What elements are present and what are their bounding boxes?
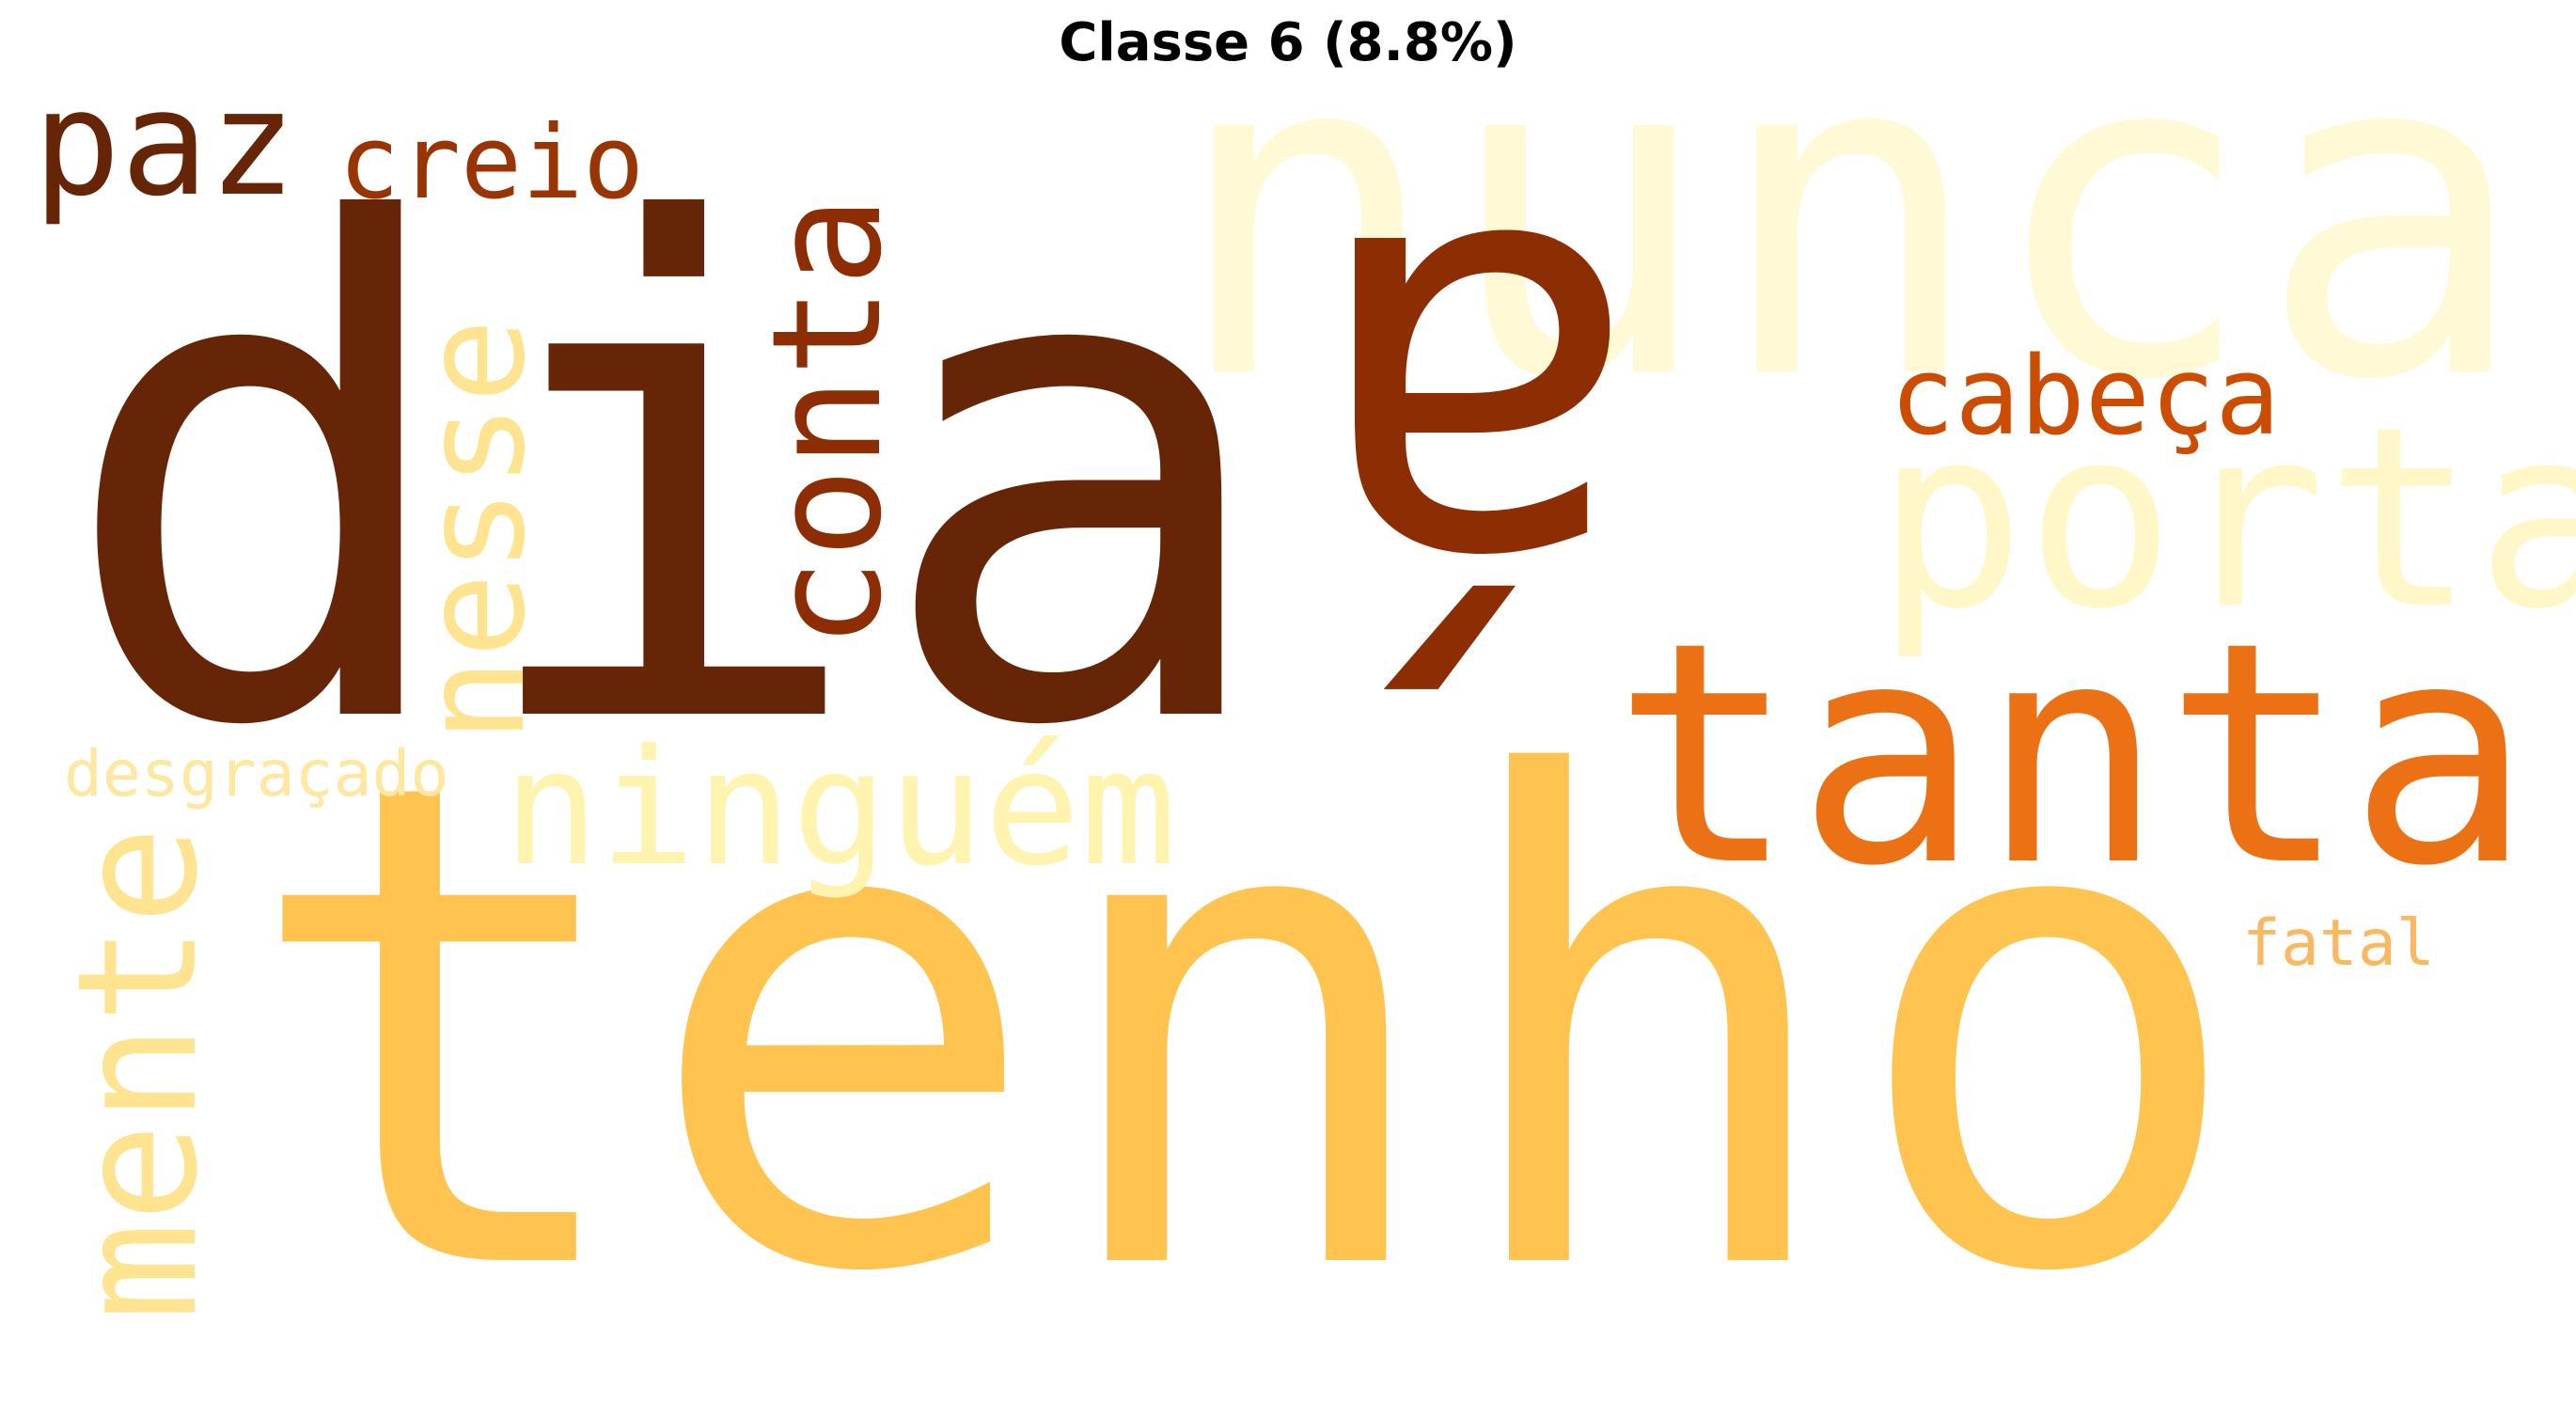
word-creio: creio	[338, 104, 645, 222]
word-conta: conta	[739, 196, 915, 649]
word-mente: mente	[43, 826, 234, 1321]
word-fatal: fatal	[2242, 906, 2435, 981]
word-nesse: nesse	[393, 318, 557, 743]
word-ninguem: ninguém	[503, 716, 1177, 902]
word-tanta: tanta	[1612, 576, 2533, 933]
word-cloud: Classe 6 (8.8%) nunca dia á tenho tanta …	[33, 0, 2576, 1418]
word-cabeca: cabeça	[1890, 334, 2281, 460]
word-tenho: tenho	[240, 641, 2250, 1418]
word-paz: paz	[33, 58, 296, 228]
word-a-accent: á	[1307, 104, 1647, 762]
word-desgracado: desgraçado	[64, 737, 449, 811]
chart-title: Classe 6 (8.8%)	[1059, 12, 1517, 73]
word-dia: dia	[56, 86, 1280, 874]
word-nunca: nunca	[1170, 0, 2529, 479]
word-porta: porta	[1876, 374, 2576, 664]
